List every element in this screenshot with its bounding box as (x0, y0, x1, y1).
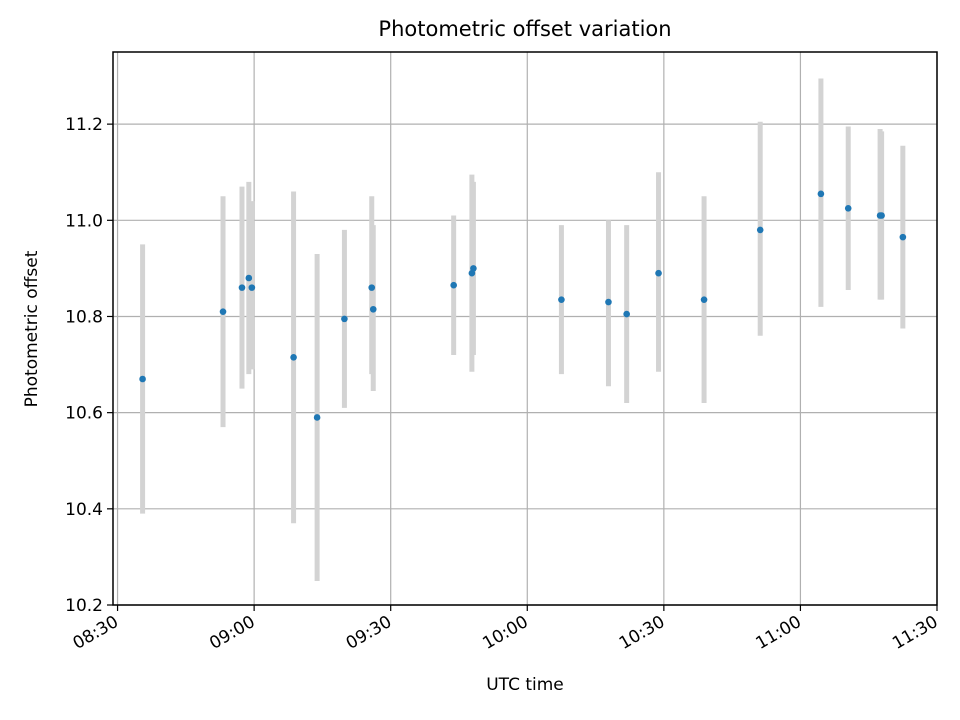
y-axis-ticks: 10.2 10.4 10.6 10.8 11.0 11.2 (65, 115, 113, 616)
data-point (558, 296, 565, 303)
data-point (470, 265, 477, 272)
data-points (139, 190, 907, 421)
chart-title: Photometric offset variation (378, 17, 672, 41)
x-tick-label: 11:00 (752, 612, 804, 654)
x-tick-label: 10:30 (616, 612, 668, 654)
data-point (290, 354, 297, 361)
data-point (369, 305, 377, 313)
x-axis-ticks: 08:30 09:00 09:30 10:00 10:30 11:00 11:30 (70, 605, 942, 654)
x-tick-label: 09:30 (343, 612, 395, 654)
x-tick-label: 08:30 (70, 612, 122, 654)
data-point (450, 281, 457, 289)
plot-frame (112, 51, 938, 606)
data-point (238, 284, 246, 291)
x-axis-label: UTC time (486, 675, 564, 695)
data-point (245, 274, 253, 282)
data-point (139, 375, 146, 383)
x-tick-label: 09:00 (206, 612, 258, 654)
data-point (623, 310, 630, 318)
y-tick-label: 11.2 (65, 115, 103, 135)
data-point (605, 298, 612, 306)
data-point (878, 212, 885, 219)
x-tick-label: 11:30 (889, 612, 941, 654)
error-bars (140, 78, 906, 581)
data-point (899, 233, 907, 241)
data-point (341, 315, 348, 323)
data-point (844, 204, 852, 212)
grid-lines (113, 52, 938, 606)
y-tick-label: 10.8 (65, 307, 103, 327)
data-point (817, 190, 825, 198)
y-tick-label: 10.4 (65, 500, 103, 520)
data-point (756, 226, 764, 234)
data-point (368, 284, 376, 291)
y-tick-label: 10.2 (65, 596, 103, 616)
data-point (655, 269, 662, 277)
data-point (248, 284, 256, 291)
data-point (313, 414, 321, 421)
data-point (219, 308, 227, 315)
data-point (700, 296, 708, 303)
y-tick-label: 11.0 (65, 211, 103, 231)
y-tick-label: 10.6 (65, 404, 103, 424)
x-tick-label: 10:00 (479, 612, 531, 654)
